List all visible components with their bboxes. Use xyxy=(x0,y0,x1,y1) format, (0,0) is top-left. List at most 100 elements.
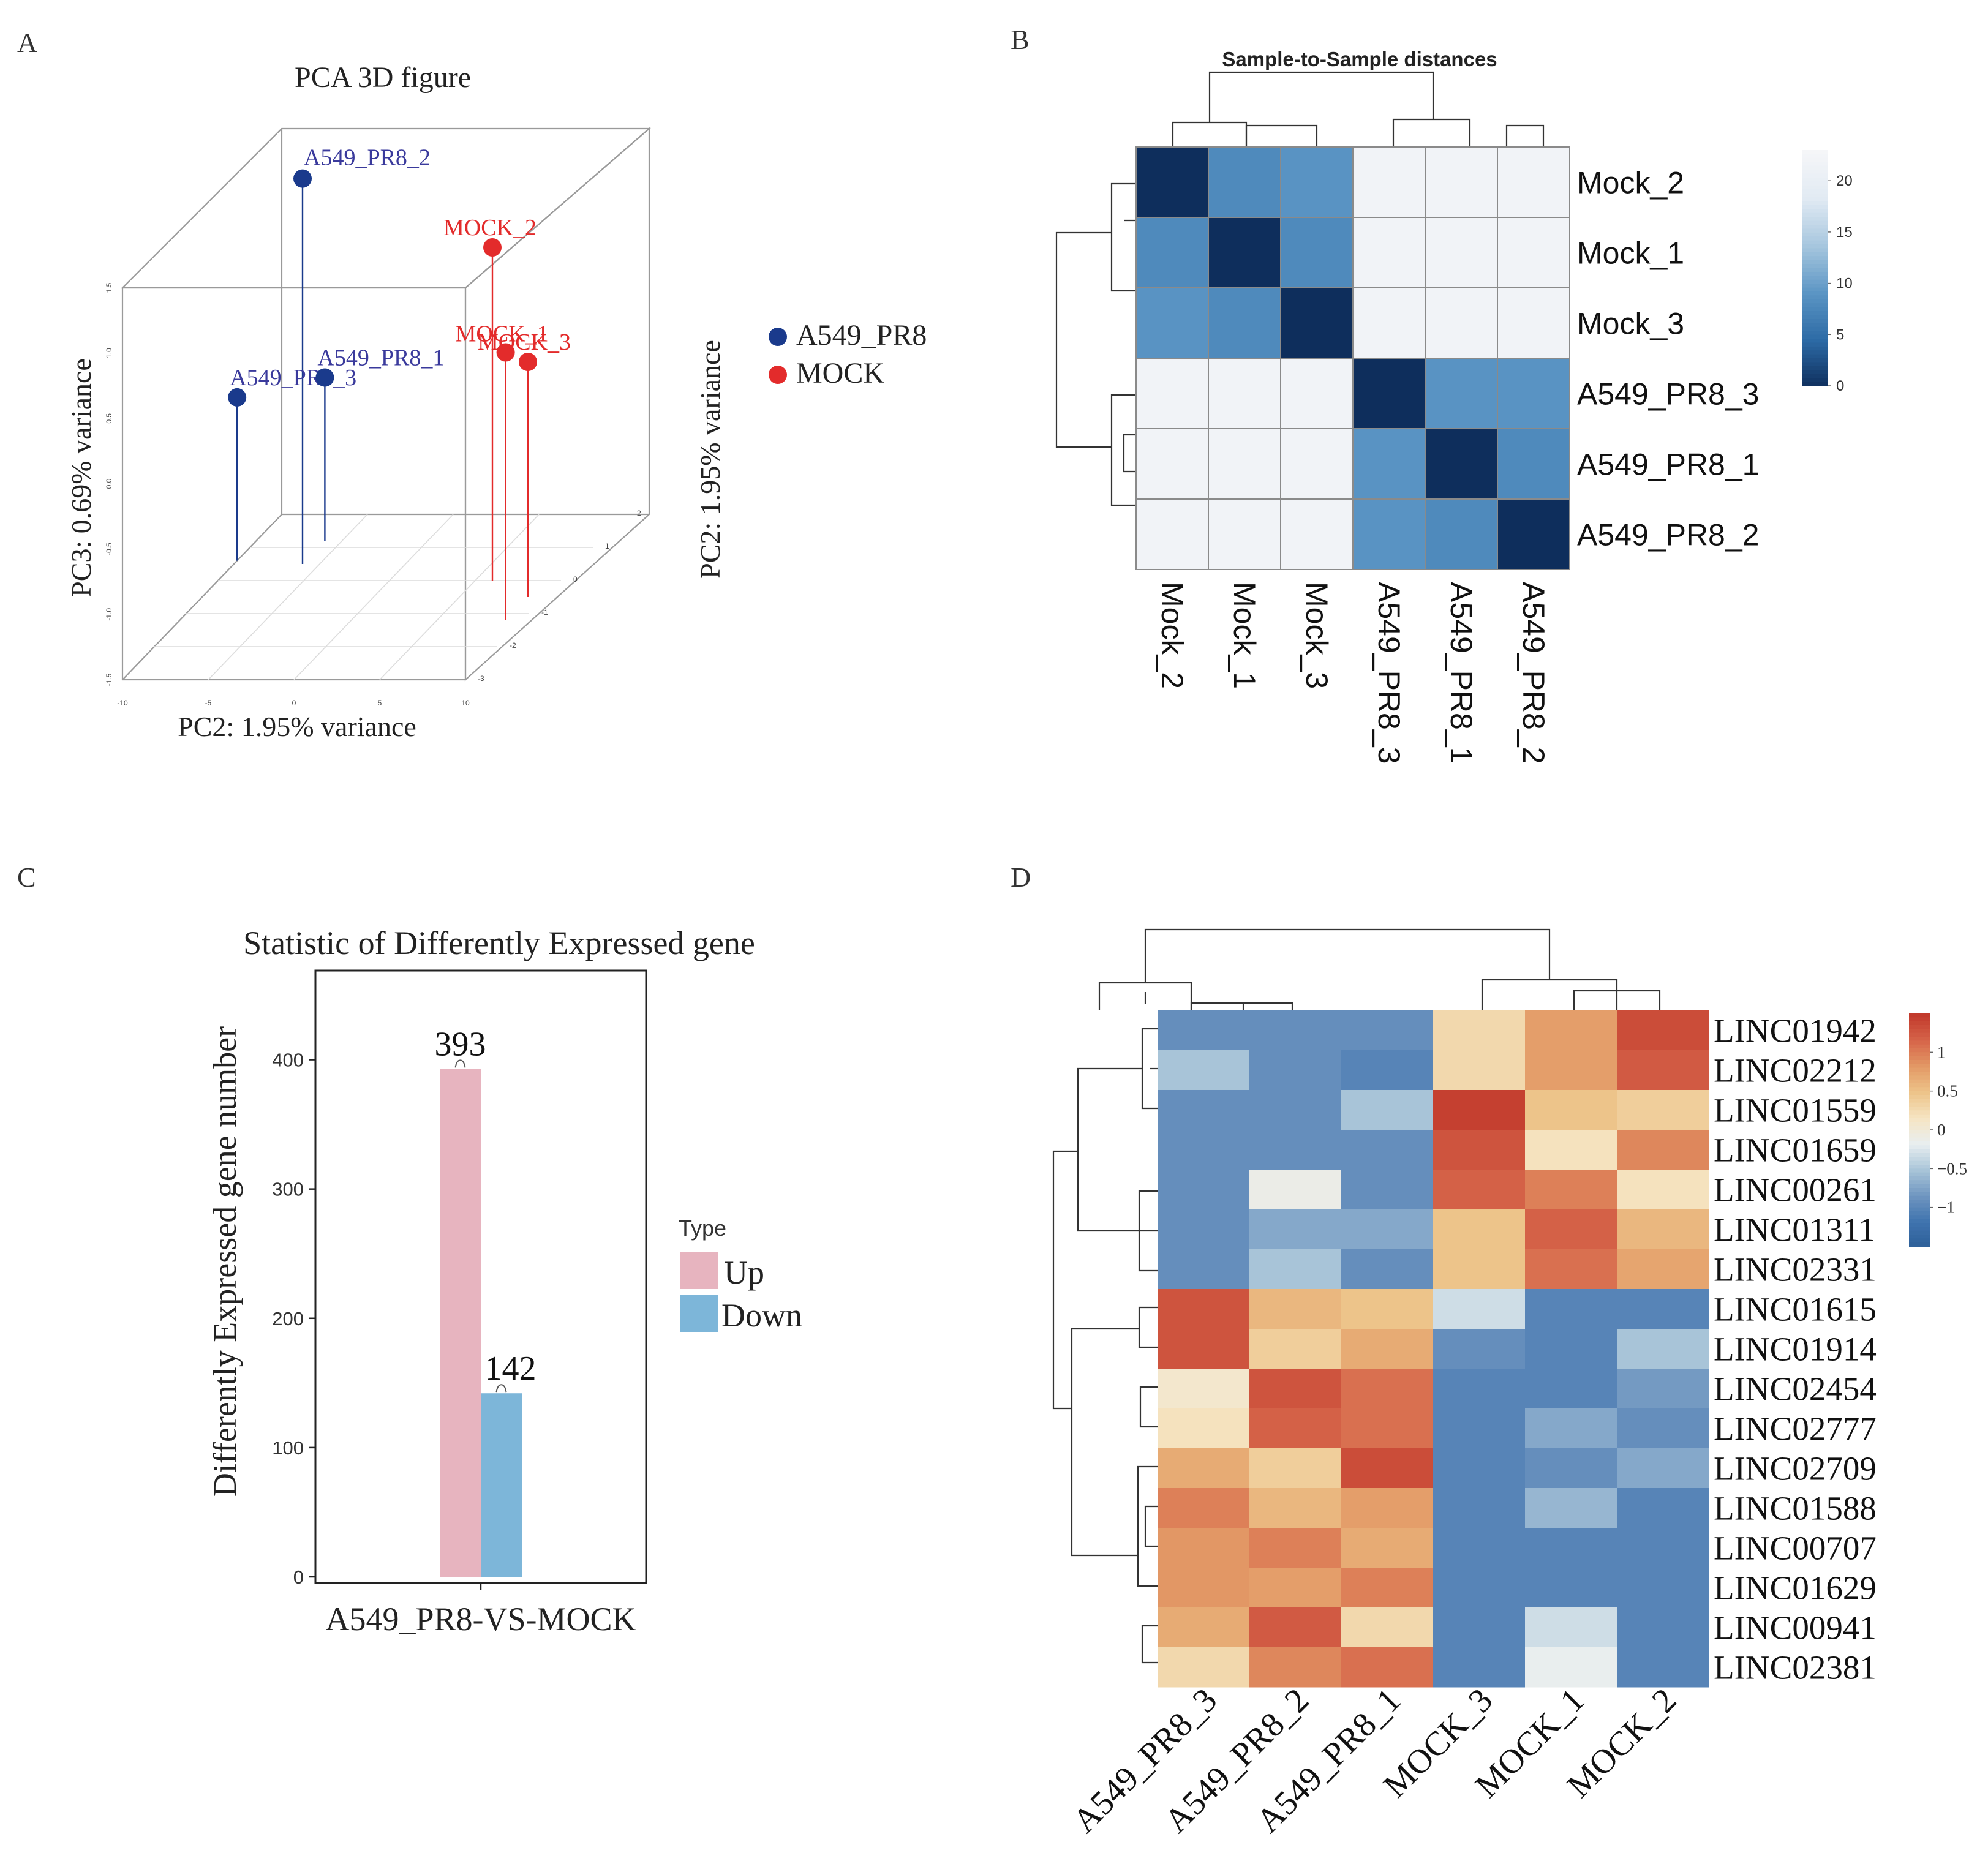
linc-cell xyxy=(1249,1170,1342,1210)
linc-scale-step xyxy=(1909,1157,1930,1162)
linc-scale-step xyxy=(1909,1188,1930,1193)
pca-point-label: A549_PR8_2 xyxy=(304,145,431,171)
linc-cell xyxy=(1525,1488,1617,1528)
bar-x-axis-label: A549_PR8-VS-MOCK xyxy=(325,1601,636,1637)
linc-cell xyxy=(1158,1209,1250,1250)
pca-legend-a549: A549_PR8 xyxy=(796,319,927,351)
pca-point xyxy=(483,238,502,257)
linc-cell xyxy=(1249,1050,1342,1091)
linc-row-label: LINC02381 xyxy=(1714,1649,1877,1686)
linc-cell xyxy=(1525,1090,1617,1130)
linc-cell xyxy=(1341,1568,1434,1608)
linc-cell xyxy=(1617,1607,1709,1648)
linc-cell xyxy=(1249,1209,1342,1250)
linc-scale-step xyxy=(1909,1017,1930,1022)
linc-cell xyxy=(1617,1090,1709,1130)
distance-row-label: Mock_3 xyxy=(1577,307,1684,341)
linc-scale-step xyxy=(1909,1180,1930,1185)
linc-scale-step xyxy=(1909,1235,1930,1239)
linc-cell xyxy=(1433,1249,1526,1290)
distance-scale-step xyxy=(1802,173,1828,178)
distance-scale-step xyxy=(1802,220,1828,225)
linc-cell xyxy=(1525,1448,1617,1489)
linc-scale-step xyxy=(1909,1064,1930,1069)
linc-cell xyxy=(1525,1010,1617,1051)
linc-cell xyxy=(1249,1408,1342,1449)
distance-scale-step xyxy=(1802,212,1828,218)
linc-row-label: LINC01659 xyxy=(1714,1132,1877,1169)
linc-scale-step xyxy=(1909,1137,1930,1142)
linc-cell xyxy=(1158,1408,1250,1449)
linc-scale-step xyxy=(1909,1095,1930,1100)
pca-box xyxy=(121,127,651,682)
linc-cell xyxy=(1617,1568,1709,1608)
distance-cell xyxy=(1280,498,1354,570)
distance-cell xyxy=(1208,428,1281,500)
linc-row-label: LINC01588 xyxy=(1714,1490,1877,1527)
distance-scale-step xyxy=(1802,154,1828,159)
distance-col-label: Mock_3 xyxy=(1300,582,1334,689)
linc-col-labels: A549_PR8_3A549_PR8_2A549_PR8_1MOCK_3MOCK… xyxy=(1066,1681,1684,1840)
distance-col-label: Mock_2 xyxy=(1155,582,1189,689)
distance-scale-step xyxy=(1802,295,1828,300)
distance-scale-step xyxy=(1802,271,1828,277)
distance-scale-step xyxy=(1802,248,1828,253)
panel-c-letter: C xyxy=(17,862,36,893)
linc-cell xyxy=(1341,1448,1434,1489)
linc-scale-step xyxy=(1909,1192,1930,1197)
linc-cell xyxy=(1249,1329,1342,1369)
linc-row-labels: LINC01942LINC02212LINC01559LINC01659LINC… xyxy=(1714,1012,1877,1686)
distance-cell xyxy=(1208,287,1281,359)
distance-cell xyxy=(1280,287,1354,359)
linc-cell xyxy=(1158,1090,1250,1130)
linc-cell xyxy=(1433,1329,1526,1369)
linc-scale-label: 0 xyxy=(1937,1121,1946,1139)
linc-cell xyxy=(1525,1289,1617,1329)
distance-cell xyxy=(1135,428,1209,500)
distance-col-label: Mock_1 xyxy=(1227,582,1262,689)
linc-scale-step xyxy=(1909,1067,1930,1072)
linc-cell xyxy=(1341,1528,1434,1568)
linc-scale-step xyxy=(1909,1102,1930,1107)
linc-scale-label: −0.5 xyxy=(1937,1159,1967,1178)
bar-label-connector xyxy=(454,1059,466,1068)
distance-row-dendrogram xyxy=(1055,182,1136,506)
linc-scale-step xyxy=(1909,1075,1930,1080)
linc-cell xyxy=(1433,1209,1526,1250)
linc-row-label: LINC00707 xyxy=(1714,1530,1877,1567)
distance-scale-step xyxy=(1802,252,1828,257)
distance-scale-step xyxy=(1802,303,1828,308)
linc-scale-label: 1 xyxy=(1937,1043,1946,1061)
linc-scale-step xyxy=(1909,1091,1930,1096)
distance-cell xyxy=(1497,217,1570,288)
pca-point-label: A549_PR8_3 xyxy=(230,365,356,391)
linc-cell xyxy=(1617,1647,1709,1688)
distance-scale-step xyxy=(1802,185,1828,190)
linc-scale-step xyxy=(1909,1211,1930,1216)
bar-legend: Type Up Down xyxy=(679,1216,802,1334)
distance-scale-step xyxy=(1802,291,1828,296)
distance-scale-step xyxy=(1802,228,1828,233)
linc-cell xyxy=(1249,1010,1342,1051)
bar-series: 393 142 xyxy=(435,1025,537,1577)
linc-scale-step xyxy=(1909,1176,1930,1181)
linc-heatmap-cells xyxy=(1158,1010,1709,1688)
distance-scale-step xyxy=(1802,354,1828,359)
distance-scale-step xyxy=(1802,382,1828,386)
linc-cell xyxy=(1341,1050,1434,1091)
linc-cell xyxy=(1525,1170,1617,1210)
linc-cell xyxy=(1158,1528,1250,1568)
linc-scale-step xyxy=(1909,1200,1930,1205)
linc-cell xyxy=(1341,1329,1434,1369)
distance-scale-step xyxy=(1802,189,1828,194)
distance-row-label: A549_PR8_2 xyxy=(1577,518,1759,552)
linc-scale-step xyxy=(1909,1141,1930,1146)
distance-col-labels: Mock_2 Mock_1 Mock_3 A549_PR8_3 A549_PR8_1 A5… xyxy=(1155,582,1551,764)
linc-scale-step xyxy=(1909,1037,1930,1042)
linc-cell xyxy=(1433,1090,1526,1130)
linc-cell xyxy=(1341,1289,1434,1329)
distance-cell xyxy=(1352,428,1426,500)
linc-scale-step xyxy=(1909,1133,1930,1138)
panel-a-letter: A xyxy=(17,27,37,58)
distance-cell xyxy=(1425,498,1498,570)
